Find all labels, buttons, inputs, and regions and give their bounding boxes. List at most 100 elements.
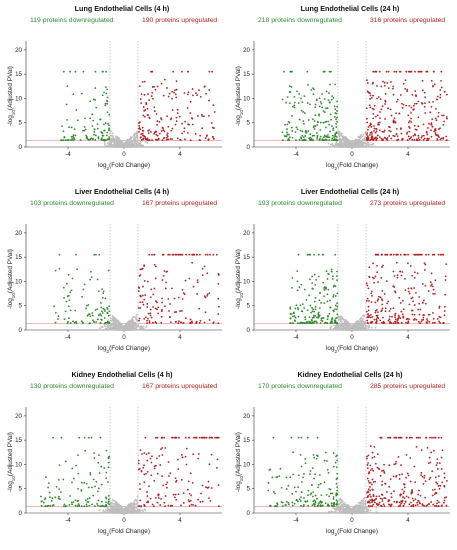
downregulated-point	[107, 129, 110, 132]
downregulated-point	[318, 307, 321, 309]
upregulated-point	[434, 128, 437, 130]
upregulated-point	[138, 319, 140, 322]
upregulated-point	[423, 299, 425, 302]
upregulated-point	[407, 114, 410, 117]
not-significant-point	[111, 144, 114, 146]
downregulated-point	[328, 101, 331, 104]
upregulated-point	[139, 294, 142, 297]
downregulated-point	[333, 105, 336, 108]
downregulated-point	[100, 306, 103, 309]
upregulated-point	[417, 134, 420, 137]
not-significant-point	[136, 508, 139, 511]
upregulated-point	[406, 88, 409, 91]
upregulated-point	[369, 314, 372, 316]
downregulated-point	[332, 310, 335, 313]
not-significant-point	[104, 146, 106, 148]
upregulated-point	[392, 270, 395, 273]
upregulated-point	[177, 493, 180, 496]
downregulated-point	[72, 501, 75, 503]
upregulated-point	[160, 130, 163, 132]
upregulated-point	[195, 321, 198, 324]
not-significant-point	[130, 318, 133, 320]
upregulated-point	[166, 115, 169, 118]
downregulated-point	[301, 130, 304, 133]
downregulated-point	[80, 481, 83, 484]
downregulated-point	[108, 305, 111, 308]
upregulated-point	[155, 113, 158, 115]
downregulated-point	[105, 505, 108, 507]
not-significant-point	[139, 509, 141, 511]
upregulated-point	[432, 292, 435, 295]
upregulated-point	[149, 308, 152, 311]
downregulated-point	[64, 139, 67, 142]
upregulated-point	[173, 297, 176, 300]
upregulated-point	[199, 319, 202, 322]
upregulated-point	[169, 316, 171, 319]
downregulated-point	[300, 109, 303, 112]
upregulated-point	[146, 280, 149, 283]
upregulated-point	[385, 280, 388, 283]
upregulated-point	[417, 320, 420, 323]
upregulated-point	[161, 475, 164, 478]
downregulated-point	[336, 100, 339, 103]
upregulated-point	[445, 263, 448, 266]
upregulated-point	[436, 95, 439, 98]
upregulated-point	[139, 121, 141, 124]
not-significant-point	[341, 141, 344, 144]
downregulated-point	[313, 120, 316, 122]
not-significant-point	[344, 137, 347, 140]
upregulated-point	[146, 471, 149, 473]
upregulated-point	[401, 313, 404, 316]
not-significant-point	[362, 141, 365, 144]
upregulated-point	[374, 301, 377, 304]
upregulated-point	[203, 295, 206, 298]
upregulated-point	[379, 111, 381, 113]
not-significant-point	[349, 324, 352, 327]
downregulated-point	[64, 460, 67, 463]
upregulated-point	[161, 253, 164, 256]
downregulated-point	[313, 300, 316, 303]
upregulated-point	[400, 322, 403, 324]
upregulated-point	[161, 279, 164, 281]
upregulated-point	[395, 127, 398, 130]
downregulated-point	[303, 112, 306, 114]
downregulated-point	[94, 309, 97, 311]
not-significant-point	[329, 328, 331, 331]
upregulated-point	[167, 95, 170, 98]
upregulated-point	[161, 301, 164, 304]
upregulated-point	[445, 135, 448, 138]
not-significant-point	[339, 320, 342, 323]
downregulated-point	[85, 307, 88, 310]
upregulated-point	[373, 318, 376, 321]
upregulated-point	[184, 138, 186, 141]
upregulated-point	[373, 125, 375, 127]
downregulated-point	[67, 138, 70, 141]
downregulated-point	[108, 138, 111, 141]
upregulated-point	[405, 70, 408, 73]
downregulated-point	[304, 139, 307, 141]
upregulated-point	[366, 319, 369, 322]
upregulated-point	[420, 136, 423, 139]
downregulated-point	[312, 87, 315, 89]
downregulated-point	[108, 455, 111, 458]
downregulated-point	[105, 134, 108, 137]
upregulated-point	[378, 121, 381, 124]
not-significant-point	[366, 328, 369, 331]
not-significant-point	[359, 141, 362, 143]
upregulated-point	[427, 127, 429, 129]
y-tick-label: 20	[15, 413, 22, 420]
upregulated-point	[444, 293, 447, 296]
not-significant-point	[124, 142, 127, 145]
upregulated-point	[166, 132, 169, 135]
upregulated-point	[410, 112, 412, 114]
downregulated-point	[303, 307, 306, 309]
downregulated-point	[322, 110, 325, 112]
upregulated-point	[367, 309, 370, 312]
not-significant-point	[360, 326, 362, 328]
upregulated-point	[139, 98, 142, 101]
upregulated-point	[365, 107, 368, 110]
not-significant-point	[364, 131, 367, 133]
not-significant-point	[361, 317, 364, 320]
y-tick-label: 10	[243, 95, 250, 102]
upregulated-point	[413, 271, 416, 274]
